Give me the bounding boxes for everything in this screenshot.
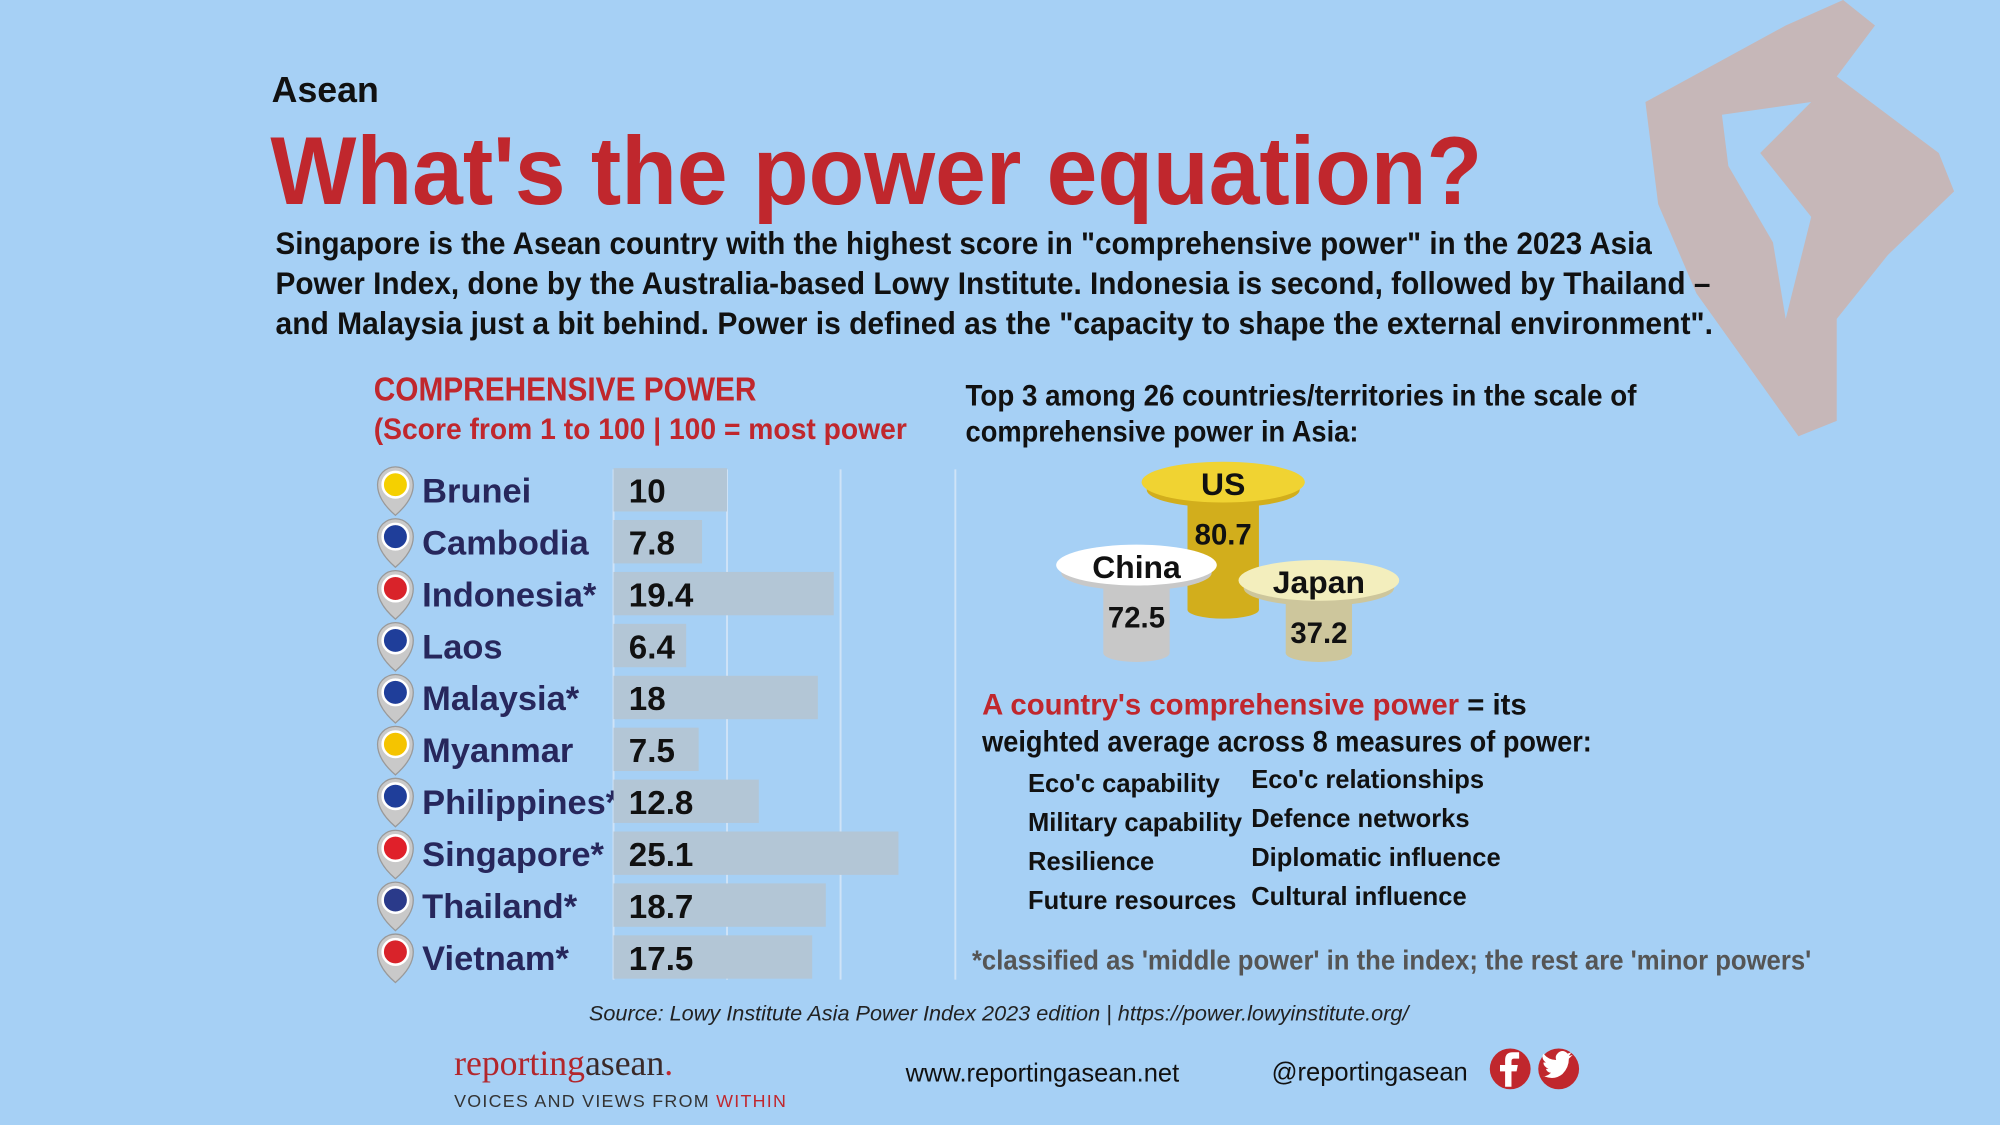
- category-label: Malaysia*: [422, 680, 580, 718]
- value-label: 6.4: [629, 629, 676, 666]
- category-label: Cambodia: [422, 524, 589, 562]
- kicker: Asean: [272, 70, 379, 110]
- flag: [381, 937, 410, 966]
- top3-heading: comprehensive power in Asia:: [966, 415, 1359, 448]
- value-label: 12.8: [629, 785, 694, 822]
- podium-name: US: [1201, 466, 1245, 502]
- flag: [381, 885, 410, 915]
- podium: Top 3 among 26 countries/territories in …: [966, 380, 1637, 662]
- brand-b: asean: [585, 1043, 664, 1083]
- bar-chart: Brunei 10 Cambodia 7.8 Indonesia* 19.4 Laos 6.4…: [376, 466, 899, 984]
- measure: Diplomatic influence: [1251, 844, 1500, 872]
- source: Source: Lowy Institute Asia Power Index …: [589, 1000, 1411, 1025]
- category-label: Thailand*: [422, 888, 578, 926]
- measure: Defence networks: [1251, 805, 1469, 833]
- category-label: Laos: [422, 628, 502, 666]
- podium-base: [1285, 644, 1353, 662]
- measures: Eco'c capability Military capability Resil…: [1028, 766, 1501, 915]
- tagline-highlight: WITHIN: [716, 1091, 787, 1111]
- flag: [381, 730, 410, 759]
- handle: @reportingasean: [1272, 1058, 1468, 1086]
- bar: [613, 831, 899, 875]
- measure: Future resources: [1028, 887, 1236, 915]
- bar: [613, 675, 818, 720]
- flag: [381, 834, 410, 863]
- category-label: Philippines*: [422, 784, 620, 822]
- category-label: Singapore*: [422, 836, 604, 874]
- podium-name: Japan: [1273, 564, 1365, 600]
- podium-name: China: [1092, 549, 1181, 585]
- fist-icon: [1645, 0, 1955, 437]
- podium-top: [1056, 544, 1217, 586]
- flag: [381, 626, 410, 655]
- bar: [613, 623, 687, 668]
- tagline-text: VOICES AND VIEWS FROM: [454, 1091, 716, 1111]
- podium-top: [1238, 559, 1400, 601]
- chart-subtitle: (Score from 1 to 100 | 100 = most power: [374, 413, 907, 446]
- measure: Resilience: [1028, 848, 1154, 876]
- top3-heading: Top 3 among 26 countries/territories in …: [966, 380, 1637, 413]
- value-label: 18: [629, 681, 666, 718]
- chart-title: COMPREHENSIVE POWER: [374, 372, 757, 409]
- measure: Military capability: [1028, 809, 1243, 837]
- podium-base: [1103, 644, 1170, 662]
- brand-a: reporting: [454, 1043, 585, 1083]
- podium-base: [1187, 600, 1259, 619]
- flag: [381, 470, 410, 499]
- definition-rest: = its: [1459, 688, 1527, 721]
- category-label: Indonesia*: [422, 576, 597, 614]
- measure: Eco'c relationships: [1251, 766, 1484, 794]
- podium-score: 72.5: [1108, 602, 1165, 635]
- podium-score: 37.2: [1290, 617, 1347, 650]
- bar: [613, 935, 813, 979]
- tagline: VOICES AND VIEWS FROM WITHIN: [454, 1091, 787, 1111]
- category-label: Myanmar: [422, 732, 573, 770]
- flag: [381, 522, 410, 551]
- value-label: 17.5: [629, 941, 694, 978]
- flag: [381, 574, 410, 603]
- title: What's the power equation?: [270, 116, 1482, 225]
- definition-line2: weighted average across 8 measures of po…: [981, 725, 1592, 758]
- definition-highlight: A country's comprehensive power: [982, 688, 1459, 721]
- intro-line: Power Index, done by the Australia-based…: [276, 265, 1711, 301]
- brand-dot: .: [664, 1043, 673, 1083]
- bar: [613, 779, 759, 823]
- flag: [381, 782, 410, 811]
- measure: Cultural influence: [1251, 883, 1466, 911]
- value-label: 18.7: [629, 889, 694, 926]
- category-label: Brunei: [422, 473, 531, 511]
- website: www.reportingasean.net: [905, 1060, 1180, 1088]
- footnote: *classified as 'middle power' in the ind…: [972, 944, 1811, 975]
- twitter-icon[interactable]: [1538, 1048, 1580, 1090]
- intro-line: and Malaysia just a bit behind. Power is…: [276, 305, 1714, 341]
- bar: [613, 571, 834, 616]
- flag: [381, 678, 410, 707]
- intro: Singapore is the Asean country with the …: [276, 225, 1714, 341]
- bar: [613, 727, 699, 772]
- value-label: 7.8: [629, 525, 675, 562]
- value-label: 19.4: [629, 577, 694, 614]
- bar: [613, 520, 703, 564]
- value-label: 25.1: [629, 837, 694, 874]
- definition: A country's comprehensive power = its: [982, 688, 1527, 721]
- brand: reportingasean.: [454, 1043, 673, 1083]
- measure: Eco'c capability: [1028, 770, 1221, 798]
- value-label: 7.5: [629, 733, 675, 770]
- facebook-icon[interactable]: [1489, 1048, 1531, 1090]
- bar: [613, 883, 826, 927]
- category-label: Vietnam*: [422, 940, 569, 978]
- bar: [613, 468, 728, 512]
- podium-score: 80.7: [1195, 519, 1252, 552]
- podium-top: [1141, 461, 1305, 503]
- value-label: 10: [629, 474, 666, 511]
- intro-line: Singapore is the Asean country with the …: [276, 225, 1653, 261]
